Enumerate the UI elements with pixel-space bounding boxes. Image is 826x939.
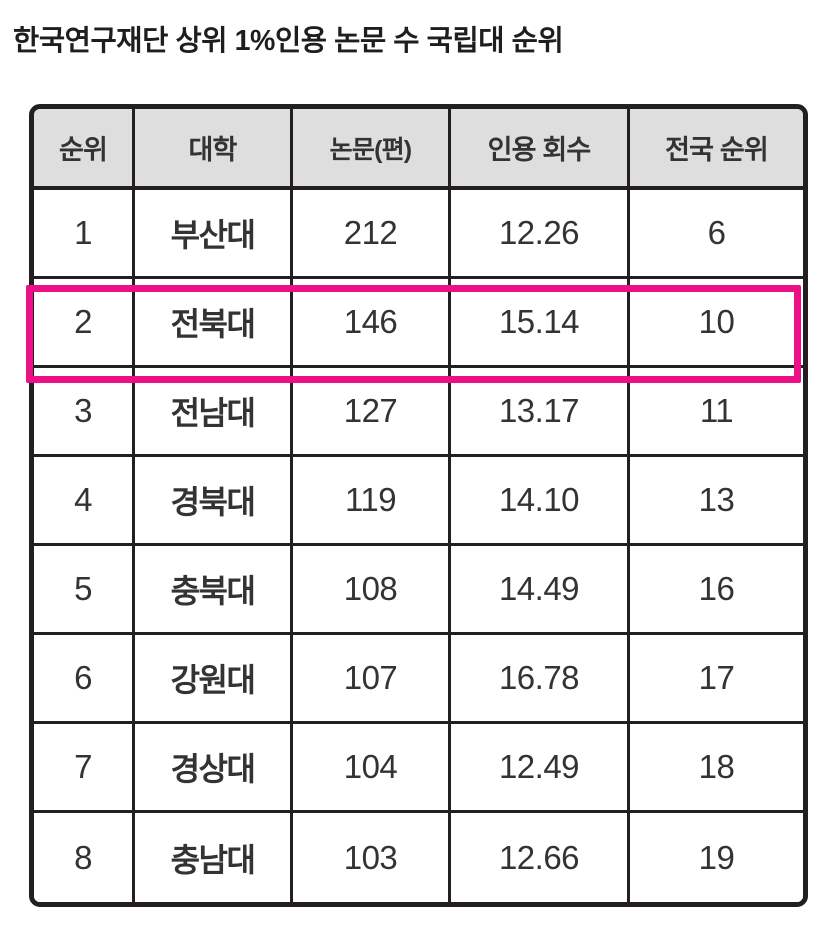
table-row: 8 충남대 103 12.66 19 xyxy=(34,813,803,902)
cell-national-rank: 19 xyxy=(630,813,803,902)
cell-university: 경북대 xyxy=(135,457,293,546)
cell-citations: 16.78 xyxy=(451,635,630,724)
cell-rank: 5 xyxy=(34,546,135,635)
cell-citations: 12.26 xyxy=(451,190,630,279)
table-header: 순위 대학 논문(편) 인용 회수 전국 순위 xyxy=(34,109,803,190)
cell-university: 전북대 xyxy=(135,279,293,368)
cell-rank: 1 xyxy=(34,190,135,279)
table-row: 5 충북대 108 14.49 16 xyxy=(34,546,803,635)
table-row-highlighted: 2 전북대 146 15.14 10 xyxy=(34,279,803,368)
column-header-papers: 논문(편) xyxy=(293,109,451,190)
cell-university: 경상대 xyxy=(135,724,293,813)
cell-papers: 103 xyxy=(293,813,451,902)
cell-citations: 12.49 xyxy=(451,724,630,813)
table-row: 3 전남대 127 13.17 11 xyxy=(34,368,803,457)
cell-rank: 8 xyxy=(34,813,135,902)
cell-rank: 6 xyxy=(34,635,135,724)
cell-university: 충남대 xyxy=(135,813,293,902)
table-body: 1 부산대 212 12.26 6 2 전북대 146 15.14 10 3 전… xyxy=(34,190,803,902)
column-header-citations: 인용 회수 xyxy=(451,109,630,190)
cell-papers: 108 xyxy=(293,546,451,635)
page-title: 한국연구재단 상위 1%인용 논문 수 국립대 순위 xyxy=(13,25,564,57)
table-row: 6 강원대 107 16.78 17 xyxy=(34,635,803,724)
cell-papers: 146 xyxy=(293,279,451,368)
ranking-table: 순위 대학 논문(편) 인용 회수 전국 순위 1 부산대 212 12.26 … xyxy=(29,104,808,907)
cell-citations: 14.49 xyxy=(451,546,630,635)
cell-rank: 2 xyxy=(34,279,135,368)
cell-rank: 3 xyxy=(34,368,135,457)
table-row: 4 경북대 119 14.10 13 xyxy=(34,457,803,546)
cell-university: 충북대 xyxy=(135,546,293,635)
column-header-national-rank: 전국 순위 xyxy=(630,109,803,190)
cell-papers: 127 xyxy=(293,368,451,457)
cell-papers: 119 xyxy=(293,457,451,546)
table-header-row: 순위 대학 논문(편) 인용 회수 전국 순위 xyxy=(34,109,803,190)
cell-national-rank: 13 xyxy=(630,457,803,546)
cell-national-rank: 10 xyxy=(630,279,803,368)
cell-papers: 104 xyxy=(293,724,451,813)
ranking-table-container: 순위 대학 논문(편) 인용 회수 전국 순위 1 부산대 212 12.26 … xyxy=(26,104,808,907)
cell-citations: 13.17 xyxy=(451,368,630,457)
cell-national-rank: 11 xyxy=(630,368,803,457)
table-row: 7 경상대 104 12.49 18 xyxy=(34,724,803,813)
cell-citations: 14.10 xyxy=(451,457,630,546)
cell-university: 전남대 xyxy=(135,368,293,457)
cell-papers: 212 xyxy=(293,190,451,279)
cell-university: 부산대 xyxy=(135,190,293,279)
cell-national-rank: 6 xyxy=(630,190,803,279)
column-header-rank: 순위 xyxy=(34,109,135,190)
cell-papers: 107 xyxy=(293,635,451,724)
cell-citations: 15.14 xyxy=(451,279,630,368)
cell-national-rank: 18 xyxy=(630,724,803,813)
cell-national-rank: 16 xyxy=(630,546,803,635)
cell-university: 강원대 xyxy=(135,635,293,724)
column-header-university: 대학 xyxy=(135,109,293,190)
table-row: 1 부산대 212 12.26 6 xyxy=(34,190,803,279)
cell-rank: 7 xyxy=(34,724,135,813)
cell-rank: 4 xyxy=(34,457,135,546)
cell-national-rank: 17 xyxy=(630,635,803,724)
cell-citations: 12.66 xyxy=(451,813,630,902)
